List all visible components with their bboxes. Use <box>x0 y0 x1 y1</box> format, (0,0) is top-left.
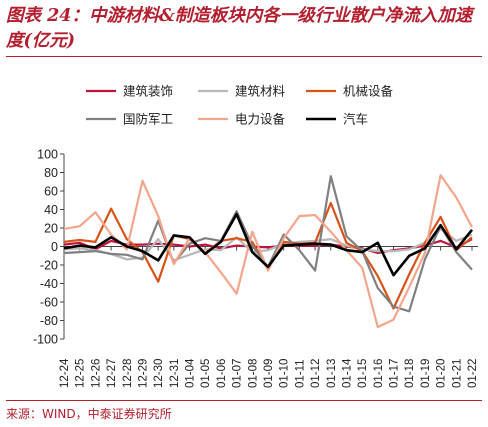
footer-divider <box>6 400 482 401</box>
x-tick-label: 12-25 <box>75 359 87 388</box>
y-tick-label: -60 <box>40 296 58 310</box>
chart-series <box>63 174 474 329</box>
x-tick-label: 01-17 <box>389 359 401 388</box>
legend-label-3: 国防军工 <box>123 112 173 127</box>
x-tick-label: 01-16 <box>373 359 385 388</box>
x-tick-label: 01-19 <box>420 359 432 388</box>
x-tick-label: 12-28 <box>122 359 134 388</box>
x-tick-label: 01-07 <box>232 359 244 388</box>
x-tick-label: 12-26 <box>90 359 102 388</box>
x-tick-label: 12-24 <box>59 358 71 388</box>
x-tick-label: 01-11 <box>294 359 306 388</box>
x-tick-label: 01-05 <box>200 359 212 388</box>
x-tick-label: 01-04 <box>185 358 197 388</box>
series-line-5 <box>63 212 474 277</box>
y-tick-label: -40 <box>40 277 58 291</box>
y-tick-label: 20 <box>44 222 58 236</box>
legend-label-0: 建筑装饰 <box>123 84 173 99</box>
legend-label-5: 汽车 <box>343 112 368 127</box>
x-tick-label: 01-08 <box>247 359 259 388</box>
x-tick-label: 01-14 <box>341 358 353 388</box>
x-tick-label: 01-21 <box>451 359 463 388</box>
y-tick-label: 100 <box>37 148 58 162</box>
source-note: 来源：WIND，中泰证券研究所 <box>6 407 172 421</box>
chart-title: 图表 24：中游材料&制造板块内各一级行业散户净流入加速度(亿元) <box>6 6 473 51</box>
y-tick-label: -100 <box>33 333 58 347</box>
title-divider <box>6 56 482 57</box>
y-tick-label: 80 <box>44 166 58 180</box>
x-tick-label: 01-20 <box>436 359 448 388</box>
x-tick-label: 01-13 <box>326 359 338 388</box>
legend-label-1: 建筑材料 <box>235 84 286 99</box>
series-line-4 <box>63 174 473 329</box>
x-tick-label: 01-06 <box>216 359 228 388</box>
y-tick-label: 40 <box>44 203 58 217</box>
y-tick-label: -80 <box>40 314 58 328</box>
y-tick-label: 0 <box>51 240 58 254</box>
legend-label-2: 机械设备 <box>343 84 394 99</box>
legend-label-4: 电力设备 <box>235 112 286 127</box>
series-line-1 <box>63 227 473 262</box>
x-tick-label: 01-15 <box>357 359 369 388</box>
x-tick-label: 12-29 <box>137 359 149 388</box>
x-tick-label: 01-18 <box>404 359 416 388</box>
x-tick-label: 01-22 <box>467 359 479 388</box>
x-tick-label: 01-10 <box>279 359 291 388</box>
x-tick-label: 01-12 <box>310 359 322 388</box>
x-tick-label: 12-31 <box>169 359 181 388</box>
x-tick-label: 01-09 <box>263 359 275 388</box>
x-tick-label: 12-30 <box>153 359 165 388</box>
y-tick-label: -20 <box>40 259 58 273</box>
x-tick-label: 12-27 <box>106 359 118 388</box>
y-tick-label: 60 <box>44 185 58 199</box>
